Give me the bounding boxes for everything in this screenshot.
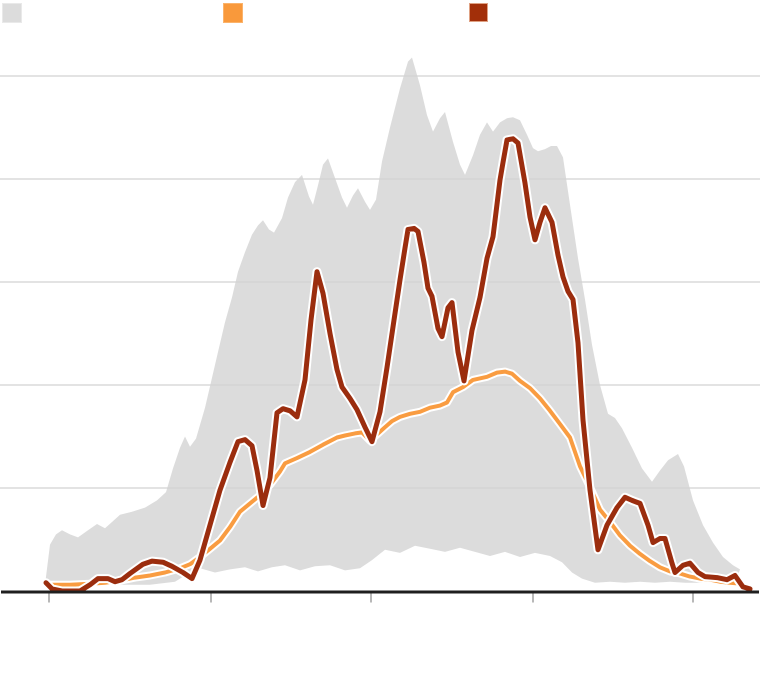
current-season-line	[43, 136, 753, 594]
average-season-line	[44, 369, 744, 587]
